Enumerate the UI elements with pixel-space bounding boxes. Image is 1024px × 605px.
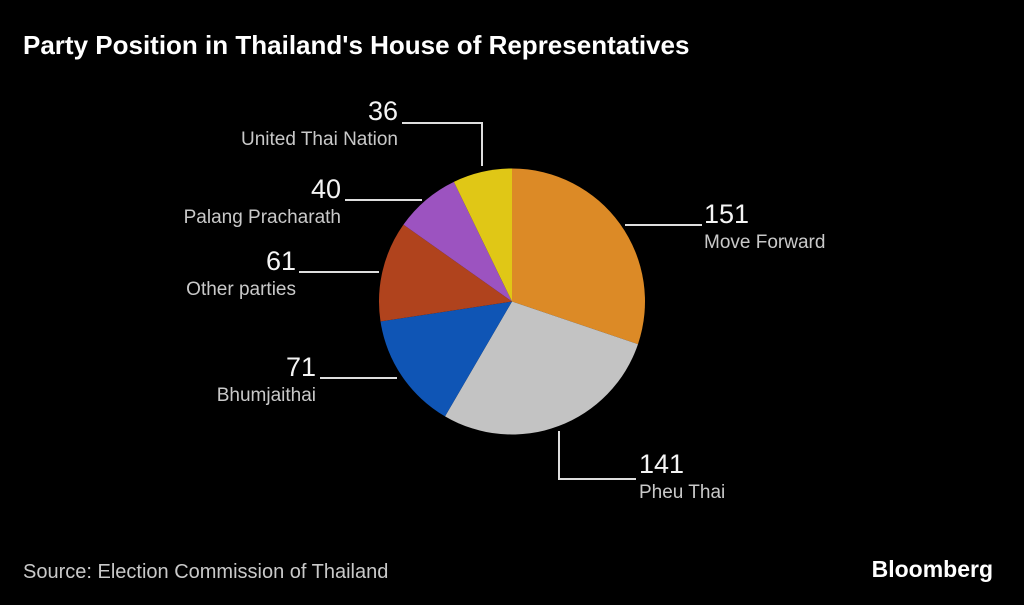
slice-name-other-parties: Other parties [186, 279, 296, 300]
slice-value-other-parties: 61 [265, 246, 296, 276]
pie-slice-other-parties [379, 224, 512, 322]
slice-label-palang-pracharath: 40 Palang Pracharath [184, 176, 341, 229]
slice-value-bhumjaithai: 71 [285, 352, 316, 382]
slice-label-other-parties: 61 Other parties [186, 248, 296, 301]
bloomberg-logo: Bloomberg [871, 556, 993, 582]
slice-label-move-forward: 151 Move Forward [704, 201, 825, 254]
slice-value-united-thai-nation: 36 [367, 96, 398, 126]
slice-label-bhumjaithai: 71 Bhumjaithai [217, 354, 316, 407]
page-title: Party Position in Thailand's House of Re… [23, 30, 690, 60]
leader-line-pheu-thai [558, 431, 636, 480]
source-text: Source: Election Commission of Thailand [23, 561, 389, 583]
leader-line-united-thai-nation [402, 122, 483, 166]
pie-slice-united-thai-nation [453, 168, 512, 302]
slice-label-united-thai-nation: 36 United Thai Nation [241, 98, 398, 151]
slice-value-move-forward: 151 [704, 199, 750, 229]
pie-slice-bhumjaithai [380, 301, 512, 417]
pie-slice-pheu-thai [445, 301, 638, 435]
slice-value-palang-pracharath: 40 [310, 174, 341, 204]
slice-name-pheu-thai: Pheu Thai [639, 482, 726, 503]
pie-slice-move-forward [512, 168, 645, 345]
slice-name-united-thai-nation: United Thai Nation [240, 129, 398, 150]
slice-name-move-forward: Move Forward [704, 232, 826, 253]
slice-label-pheu-thai: 141 Pheu Thai [639, 451, 725, 504]
slice-name-bhumjaithai: Bhumjaithai [216, 385, 316, 406]
slice-value-pheu-thai: 141 [639, 449, 685, 479]
slice-name-palang-pracharath: Palang Pracharath [183, 207, 341, 228]
pie-slice-palang-pracharath [403, 181, 512, 302]
